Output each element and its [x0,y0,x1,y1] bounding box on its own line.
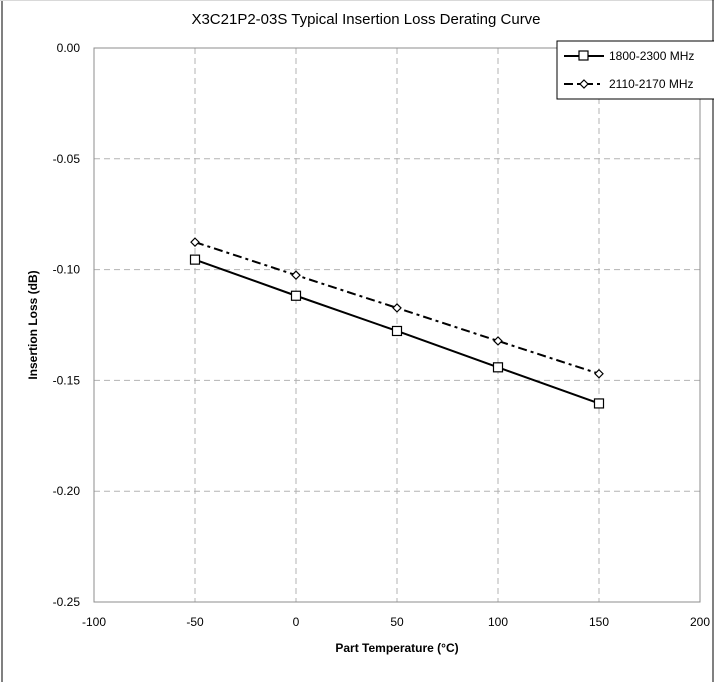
y-tick-labels: 0.00 -0.05 -0.10 -0.15 -0.20 -0.25 [53,41,81,609]
x-tick-label: 200 [690,615,710,629]
data-point-diamond [392,303,402,313]
y-axis-label: Insertion Loss (dB) [26,270,40,379]
x-tick-label: 0 [293,615,300,629]
y-tick-label: -0.20 [53,484,81,498]
data-point-diamond [291,270,301,280]
x-tick-label: 50 [390,615,404,629]
legend-marker-square [578,50,589,61]
legend-marker-diamond [579,79,589,89]
y-tick-label: -0.25 [53,595,81,609]
series-line-1 [194,241,600,375]
x-tick-label: 100 [488,615,508,629]
y-tick-label: -0.05 [53,152,81,166]
data-point-square [189,254,201,265]
data-point-square [290,290,302,301]
x-axis-label: Part Temperature (°C) [335,641,458,655]
y-tick-label: 0.00 [57,41,81,55]
y-tick-label: -0.15 [53,373,81,387]
x-tick-label: -50 [186,615,204,629]
x-tick-label: -100 [82,615,106,629]
x-tick-labels: -100 -50 0 50 100 150 200 [82,615,710,629]
x-tick-label: 150 [589,615,609,629]
legend: 1800-2300 MHz 2110-2170 MHz [556,40,714,100]
data-point-square [492,362,504,373]
y-tick-label: -0.10 [53,263,81,277]
plot-area-border [93,47,701,603]
grid-lines [94,48,700,602]
data-point-square [593,398,605,409]
legend-label-2110-2170: 2110-2170 MHz [609,77,694,91]
data-point-diamond [190,237,200,247]
outer-frame-top-edge [0,0,714,1]
data-point-square [391,325,403,337]
data-point-diamond [493,336,503,346]
data-point-diamond [594,368,604,379]
legend-label-1800-2300: 1800-2300 MHz [609,49,694,63]
series-group [189,237,605,409]
chart-title: X3C21P2-03S Typical Insertion Loss Derat… [191,11,540,28]
